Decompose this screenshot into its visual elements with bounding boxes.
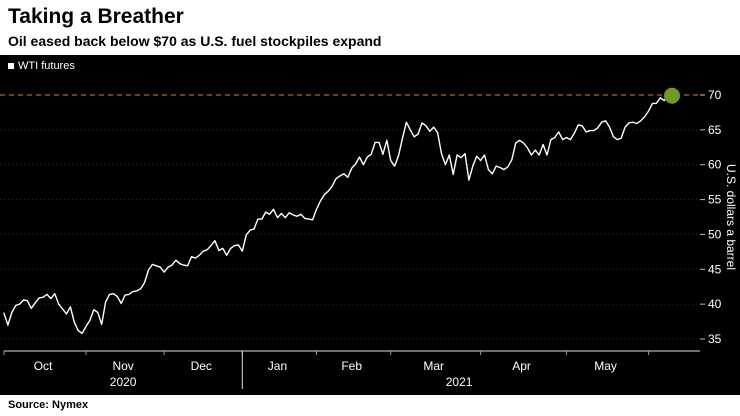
line-chart: 70 65 60 55 50 45 40 35 Oct Nov Dec Jan Feb Mar Apr May…: [0, 87, 738, 389]
svg-text:35: 35: [708, 332, 722, 346]
svg-text:Apr: Apr: [512, 359, 531, 373]
svg-text:Jan: Jan: [268, 359, 287, 373]
svg-text:40: 40: [708, 297, 722, 311]
svg-text:Nov: Nov: [112, 359, 133, 373]
svg-text:45: 45: [708, 262, 722, 276]
legend: WTI futures: [8, 60, 75, 72]
svg-text:70: 70: [708, 88, 722, 102]
svg-text:Feb: Feb: [341, 359, 362, 373]
chart-title: Taking a Breather: [8, 5, 184, 28]
svg-text:2020: 2020: [110, 375, 137, 389]
legend-swatch-icon: [8, 63, 14, 69]
chart-subtitle: Oil eased back below $70 as U.S. fuel st…: [8, 33, 382, 50]
svg-text:2021: 2021: [446, 375, 473, 389]
svg-text:May: May: [594, 359, 617, 373]
svg-text:Mar: Mar: [423, 359, 444, 373]
chart-header: Taking a Breather Oil eased back below $…: [0, 0, 740, 55]
svg-text:Dec: Dec: [191, 359, 212, 373]
svg-text:50: 50: [708, 227, 722, 241]
source-note: Source: Nymex: [0, 395, 740, 416]
svg-text:55: 55: [708, 193, 722, 207]
svg-text:U.S. dollars a barrel: U.S. dollars a barrel: [724, 164, 738, 270]
legend-label: WTI futures: [18, 60, 75, 72]
chart-panel: WTI futures 70 65 60 55 50 45 40 35 Oct Nov Dec Jan…: [0, 55, 740, 395]
svg-text:60: 60: [708, 158, 722, 172]
svg-text:Oct: Oct: [34, 359, 53, 373]
svg-text:65: 65: [708, 123, 722, 137]
